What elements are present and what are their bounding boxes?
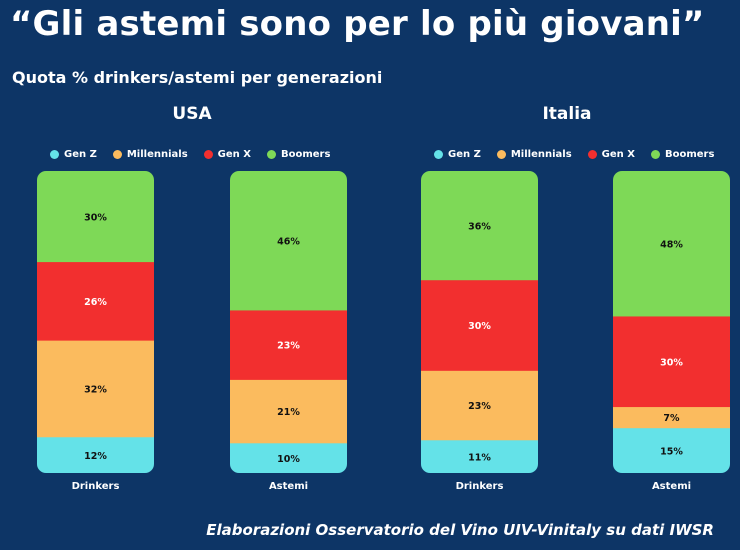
legend-item-gen-z: Gen Z [434, 149, 481, 160]
legend-label: Millennials [510, 148, 572, 160]
bar-segment-boomers [421, 171, 538, 281]
bar-italia-astemi [613, 171, 730, 473]
data-label-millennials: 23% [468, 401, 491, 412]
legend-item-millennials: Millennials [496, 148, 572, 160]
legend-usa: Gen Z Millennials Gen X Boomers [50, 146, 330, 162]
legend-label: Boomers [280, 148, 331, 160]
bar-segment-boomers [37, 171, 154, 263]
legend-swatch-gen-z [50, 149, 59, 159]
bar-segment-gen-z [613, 427, 730, 473]
bar-segment-gen-z [421, 439, 538, 473]
bar-segment-millennials [421, 370, 538, 441]
data-label-millennials: 21% [277, 407, 300, 418]
data-label-boomers: 48% [660, 239, 683, 250]
legend-swatch-gen-x [587, 149, 597, 159]
data-label-gen-x: 23% [277, 341, 300, 352]
bar-segment-gen-z [37, 436, 154, 473]
bar-italia-drinkers [421, 171, 538, 473]
data-label-gen-z: 11% [468, 452, 491, 463]
chart-subtitle: Quota % drinkers/astemi per generazioni [12, 68, 383, 87]
category-label-drinkers: Drinkers [456, 481, 504, 492]
panel-title-usa: USA [172, 104, 212, 124]
panel-title-italia: Italia [542, 104, 592, 124]
bar-usa-astemi [230, 171, 347, 473]
legend-item-gen-z: Gen Z [50, 149, 97, 160]
legend-label: Gen Z [448, 148, 481, 160]
data-label-gen-z: 15% [660, 446, 683, 457]
legend-item-gen-x: Gen X [587, 148, 635, 160]
legend-label: Millennials [126, 148, 188, 160]
chart-title: “Gli astemi sono per lo più giovani” [10, 4, 705, 44]
legend-label: Gen Z [64, 148, 97, 160]
legend-label: Gen X [601, 148, 635, 160]
data-label-gen-x: 26% [84, 297, 107, 308]
bar-segment-boomers [613, 171, 730, 317]
data-label-millennials: 32% [84, 384, 107, 395]
bar-segment-millennials [613, 406, 730, 429]
legend-swatch-gen-z [434, 149, 443, 159]
bar-segment-gen-x [421, 279, 538, 371]
legend-label: Gen X [217, 148, 251, 160]
bar-segment-gen-z [230, 442, 347, 473]
category-label-drinkers: Drinkers [72, 481, 120, 492]
source-footer: Elaborazioni Osservatorio del Vino UIV-V… [206, 521, 714, 539]
legend-item-gen-x: Gen X [203, 148, 251, 160]
legend-swatch-gen-x [203, 149, 213, 159]
legend-label: Boomers [664, 148, 715, 160]
bar-segment-gen-x [37, 261, 154, 341]
category-label-astemi: Astemi [652, 481, 691, 492]
data-label-gen-z: 12% [84, 451, 107, 462]
legend-item-millennials: Millennials [112, 148, 188, 160]
legend-swatch-boomers [266, 149, 276, 159]
legend-item-boomers: Boomers [266, 148, 331, 160]
data-label-boomers: 46% [277, 236, 300, 247]
bar-segment-gen-x [230, 309, 347, 380]
data-label-gen-x: 30% [468, 321, 491, 332]
bar-segment-gen-x [613, 315, 730, 408]
legend-swatch-millennials [112, 149, 122, 159]
legend-italia: Gen Z Millennials Gen X Boomers [434, 146, 714, 162]
data-label-boomers: 36% [468, 221, 491, 232]
data-label-gen-x: 30% [660, 357, 683, 368]
bar-usa-drinkers [37, 171, 154, 473]
bar-segment-millennials [37, 340, 154, 438]
data-label-gen-z: 10% [277, 454, 300, 465]
legend-swatch-millennials [496, 149, 506, 159]
bar-segment-boomers [230, 171, 347, 311]
legend-swatch-boomers [650, 149, 660, 159]
category-label-astemi: Astemi [269, 481, 308, 492]
data-label-millennials: 7% [663, 413, 680, 424]
bar-segment-millennials [230, 379, 347, 444]
legend-item-boomers: Boomers [650, 148, 715, 160]
data-label-boomers: 30% [84, 212, 107, 223]
